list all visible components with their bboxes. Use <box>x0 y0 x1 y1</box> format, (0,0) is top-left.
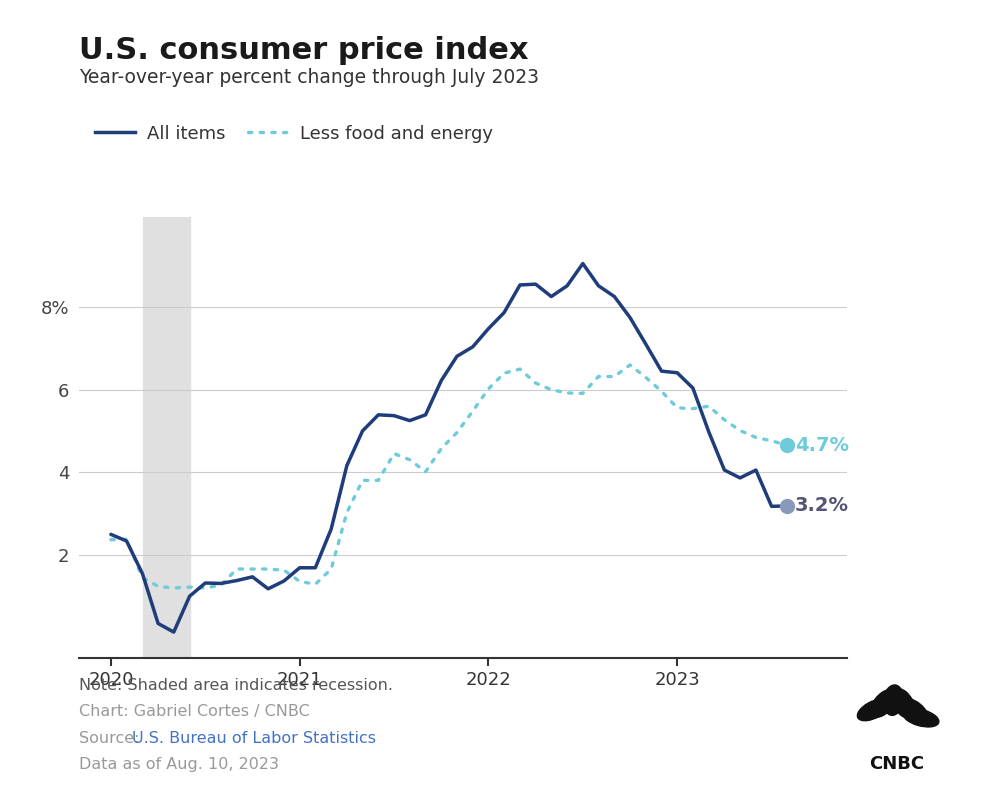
Text: 4.7%: 4.7% <box>795 435 849 455</box>
Bar <box>143 217 190 658</box>
Ellipse shape <box>898 698 928 722</box>
Text: CNBC: CNBC <box>869 755 924 772</box>
Ellipse shape <box>892 689 914 718</box>
Text: 3.2%: 3.2% <box>795 496 849 516</box>
Text: Year-over-year percent change through July 2023: Year-over-year percent change through Ju… <box>79 68 539 87</box>
Text: Source:: Source: <box>79 731 145 746</box>
Text: Chart: Gabriel Cortes / CNBC: Chart: Gabriel Cortes / CNBC <box>79 704 309 719</box>
Ellipse shape <box>871 690 896 717</box>
Text: U.S. Bureau of Labor Statistics: U.S. Bureau of Labor Statistics <box>132 731 376 746</box>
Text: U.S. consumer price index: U.S. consumer price index <box>79 36 528 65</box>
Ellipse shape <box>857 699 890 721</box>
Legend: All items, Less food and energy: All items, Less food and energy <box>88 117 500 150</box>
Ellipse shape <box>884 685 903 715</box>
Text: Note: Shaded area indicates recession.: Note: Shaded area indicates recession. <box>79 678 393 693</box>
Text: Data as of Aug. 10, 2023: Data as of Aug. 10, 2023 <box>79 757 279 772</box>
Ellipse shape <box>903 709 939 727</box>
